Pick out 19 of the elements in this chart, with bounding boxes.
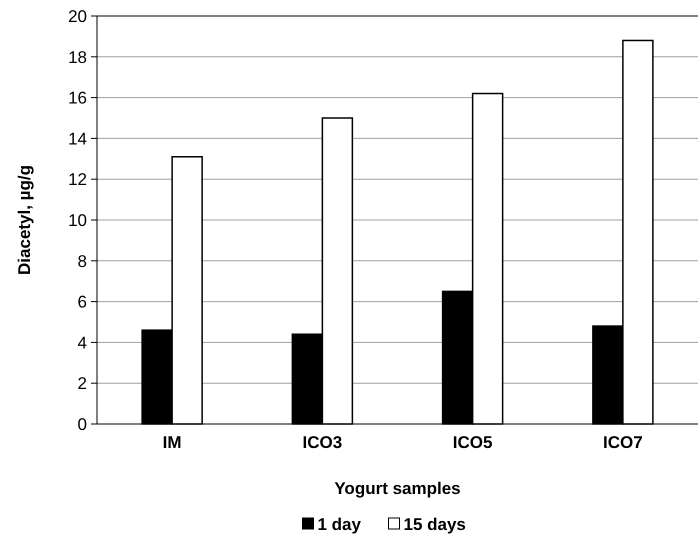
y-tick-label: 16 [68,88,87,108]
y-tick-label: 2 [78,374,87,394]
x-tick-label: ICO3 [302,433,342,452]
legend-label: 15 days [404,515,466,534]
y-tick-label: 0 [78,414,87,434]
y-tick-label: 12 [68,170,87,190]
y-tick-label: 14 [68,129,87,148]
y-tick-label: 8 [78,252,87,271]
x-axis-title: Yogurt samples [334,479,461,498]
y-tick-label: 4 [78,333,87,352]
legend-label: 1 day [318,515,362,534]
y-tick-label: 18 [68,48,87,67]
x-tick-label: ICO7 [603,433,643,452]
x-tick-label: IM [162,433,182,452]
y-tick-label: 20 [68,6,87,26]
y-axis-title: Diacetyl, µg/g [15,165,34,275]
x-tick-label: ICO5 [452,433,492,452]
y-tick-label: 10 [68,210,87,230]
y-tick-label: 6 [78,292,87,312]
